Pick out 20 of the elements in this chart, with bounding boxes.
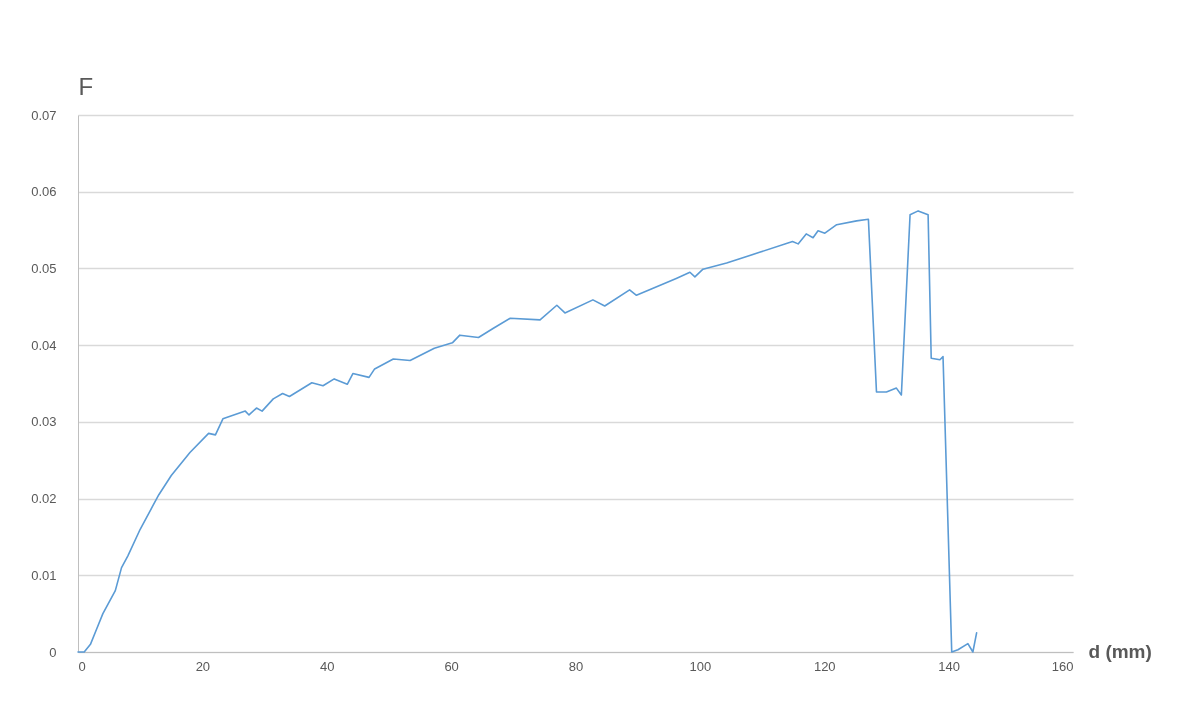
y-tick-label: 0.06 [31, 184, 57, 200]
x-tick-label: 60 [444, 658, 459, 674]
x-tick-label: 160 [1051, 658, 1074, 674]
x-tick-label: 0 [78, 658, 86, 674]
y-tick-label: 0.01 [31, 567, 57, 583]
x-axis-title: d (mm) [1088, 640, 1152, 662]
y-tick-label: 0.03 [31, 414, 57, 430]
x-tick-label: 40 [320, 658, 335, 674]
line-series [77, 210, 978, 653]
y-tick-label: 0.07 [31, 107, 57, 123]
x-tick-label: 120 [813, 658, 836, 674]
y-tick-label: 0.05 [31, 260, 57, 276]
y-tick-label: 0 [49, 644, 57, 660]
x-tick-label: 20 [195, 658, 211, 674]
x-tick-label: 100 [689, 658, 712, 674]
y-tick-label: 0.04 [31, 337, 57, 353]
x-tick-label: 140 [938, 658, 960, 674]
x-tick-label: 80 [568, 658, 584, 674]
y-tick-label: 0.02 [31, 491, 57, 507]
y-axis-title: F [78, 72, 94, 100]
